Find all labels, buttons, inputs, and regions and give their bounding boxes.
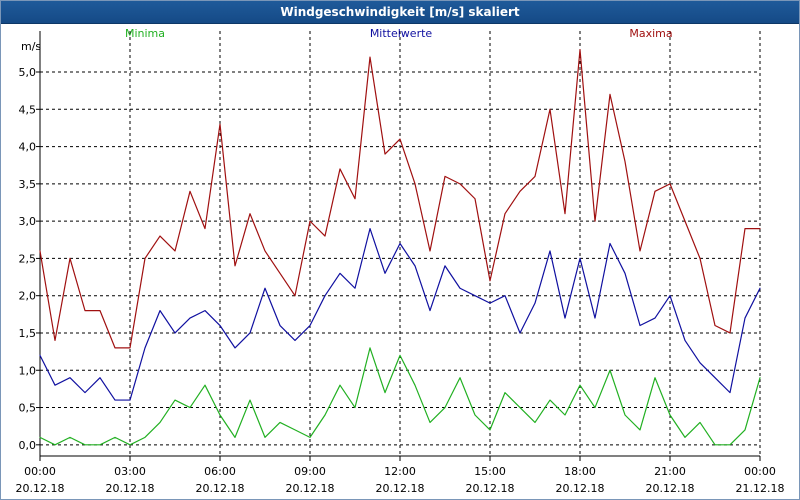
y-tick-label: 1,5 bbox=[19, 327, 37, 340]
x-tick-time-label: 21:00 bbox=[654, 465, 686, 478]
y-tick-label: 5,0 bbox=[19, 66, 37, 79]
x-tick-date-label: 20.12.18 bbox=[376, 482, 425, 495]
axis-layer: 0,0 0,5 1,0 1,5 2,0 2,5 3,0 3,5 4,0 4,5 5,0 00:00 20… bbox=[16, 31, 785, 495]
y-tick-label: 3,5 bbox=[19, 178, 37, 191]
x-tick-date-label: 20.12.18 bbox=[646, 482, 695, 495]
y-tick-label: 4,5 bbox=[19, 103, 37, 116]
x-tick-date-label: 21.12.18 bbox=[736, 482, 785, 495]
y-tick-label: 0,0 bbox=[19, 439, 37, 452]
y-tick-label: 0,5 bbox=[19, 402, 37, 415]
x-tick-time-label: 06:00 bbox=[204, 465, 236, 478]
legend-entry-mittelwerte: Mittelwerte bbox=[370, 27, 433, 40]
y-tick-label: 2,0 bbox=[19, 290, 37, 303]
x-tick-date-label: 20.12.18 bbox=[556, 482, 605, 495]
legend-entry-minima: Minima bbox=[125, 27, 165, 40]
window-title: Windgeschwindigkeit [m/s] skaliert bbox=[1, 1, 799, 24]
x-tick-time-label: 18:00 bbox=[564, 465, 596, 478]
x-tick-time-label: 00:00 bbox=[744, 465, 776, 478]
y-tick-label: 2,5 bbox=[19, 252, 37, 265]
y-axis-label: m/s bbox=[21, 40, 41, 53]
x-tick-date-label: 20.12.18 bbox=[466, 482, 515, 495]
series-line-maxima bbox=[39, 49, 761, 349]
x-tick-time-label: 03:00 bbox=[114, 465, 146, 478]
x-tick-time-label: 12:00 bbox=[384, 465, 416, 478]
grid-layer bbox=[40, 31, 760, 456]
wind-speed-chart: 0,0 0,5 1,0 1,5 2,0 2,5 3,0 3,5 4,0 4,5 5,0 00:00 20… bbox=[16, 27, 785, 495]
x-tick-date-label: 20.12.18 bbox=[286, 482, 335, 495]
series-line-mittelwerte bbox=[39, 227, 761, 401]
legend-layer: Minima Mittelwerte Maxima bbox=[125, 27, 673, 40]
y-tick-label: 3,0 bbox=[19, 215, 37, 228]
x-tick-time-label: 15:00 bbox=[474, 465, 506, 478]
legend-entry-maxima: Maxima bbox=[629, 27, 672, 40]
x-tick-date-label: 20.12.18 bbox=[106, 482, 155, 495]
x-tick-time-label: 00:00 bbox=[24, 465, 56, 478]
x-tick-time-label: 09:00 bbox=[294, 465, 326, 478]
y-tick-label: 4,0 bbox=[19, 141, 37, 154]
x-tick-date-label: 20.12.18 bbox=[196, 482, 245, 495]
x-tick-date-label: 20.12.18 bbox=[16, 482, 65, 495]
y-tick-label: 1,0 bbox=[19, 364, 37, 377]
series-line-minima bbox=[39, 347, 761, 446]
series-layer bbox=[39, 49, 761, 446]
